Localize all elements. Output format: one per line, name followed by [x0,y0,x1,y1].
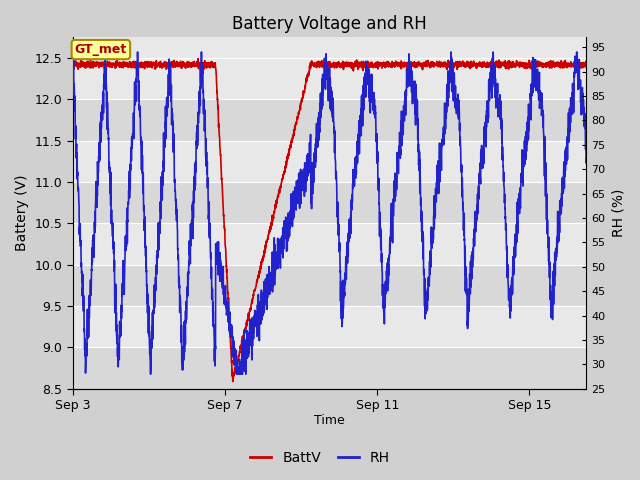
Y-axis label: Battery (V): Battery (V) [15,175,29,252]
Y-axis label: RH (%): RH (%) [611,189,625,237]
Bar [73,182,586,223]
X-axis label: Time: Time [314,414,345,427]
Bar [73,141,586,182]
Bar [73,348,586,389]
Bar [73,99,586,141]
Text: GT_met: GT_met [75,43,127,56]
Legend: BattV, RH: BattV, RH [244,445,396,471]
Bar [73,223,586,265]
Bar [73,265,586,306]
Title: Battery Voltage and RH: Battery Voltage and RH [232,15,427,33]
Bar [73,306,586,348]
Bar [73,58,586,99]
